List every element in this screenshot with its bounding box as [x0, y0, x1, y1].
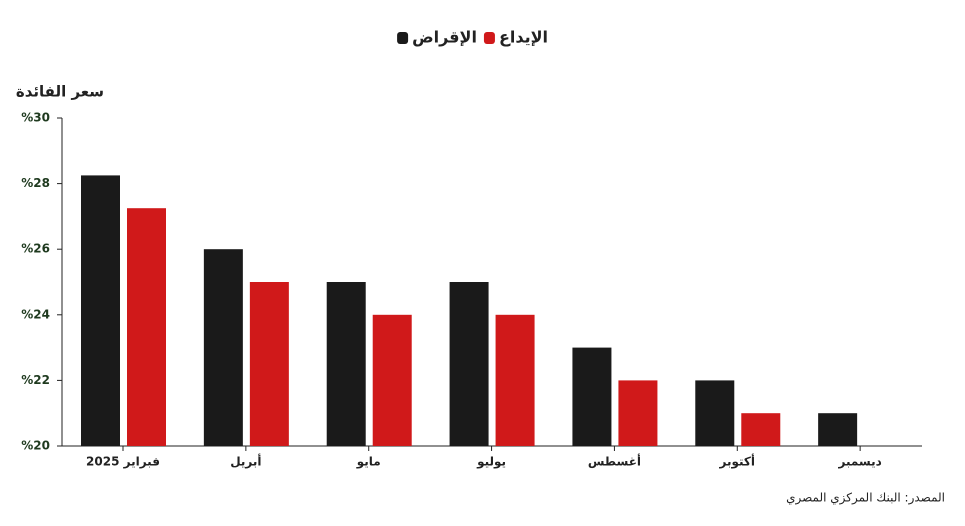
legend-swatch	[397, 32, 409, 44]
x-tick-label: أغسطس	[588, 454, 641, 469]
x-tick-label: فبراير 2025	[86, 455, 160, 469]
x-tick-label: مايو	[356, 455, 381, 470]
y-axis-label: سعر الفائدة	[16, 83, 104, 101]
y-tick-label: %20	[21, 439, 50, 453]
y-tick-label: %26	[21, 242, 50, 256]
bar	[618, 380, 658, 446]
bar	[695, 380, 735, 446]
legend-label: الإقراض	[412, 28, 477, 47]
bar	[495, 314, 535, 446]
bar	[81, 175, 120, 446]
bar	[203, 249, 243, 446]
bar	[818, 413, 858, 446]
y-tick-label: %22	[21, 373, 50, 387]
x-tick-label: يوليو	[476, 455, 506, 470]
bar	[127, 208, 166, 446]
bar	[249, 282, 289, 446]
y-tick-label: %30	[21, 111, 50, 125]
bar	[572, 347, 612, 446]
x-tick-label: أكتوبر	[719, 454, 755, 470]
bar	[449, 282, 489, 446]
x-tick-label: أبريل	[230, 454, 261, 469]
bar	[741, 413, 781, 446]
bar	[372, 314, 412, 446]
source: المصدر: البنك المركزي المصري	[786, 491, 945, 506]
legend-label: الإيداع	[499, 28, 548, 47]
legend-swatch	[483, 32, 495, 44]
y-tick-label: %28	[21, 176, 50, 190]
y-tick-label: %24	[21, 307, 50, 321]
x-tick-label: ديسمبر	[837, 455, 881, 469]
bar	[326, 282, 366, 446]
